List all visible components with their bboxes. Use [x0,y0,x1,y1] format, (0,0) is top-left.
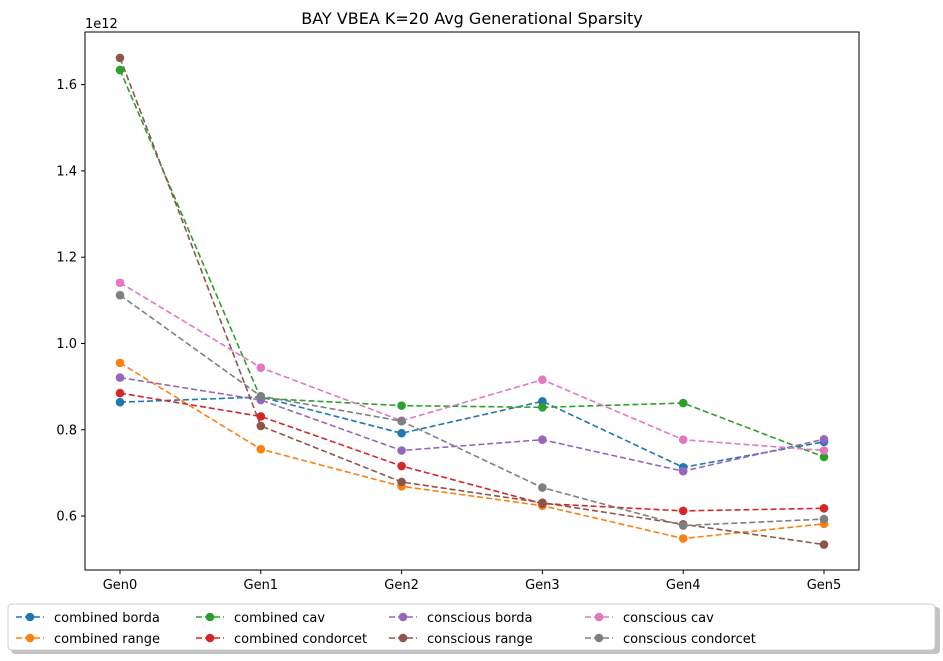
chart-title: BAY VBEA K=20 Avg Generational Sparsity [301,9,642,28]
data-point-conscious-borda [819,434,829,444]
data-point-combined-borda [115,397,125,407]
series-line-conscious-borda [119,376,825,473]
data-point-combined-condorcet [115,388,125,398]
data-point-conscious-cav [819,446,829,455]
data-point-conscious-range [256,421,266,431]
data-point-conscious-borda [678,466,688,476]
legend-marker-conscious-range [398,633,408,643]
x-tick-label: Gen2 [384,578,419,593]
data-point-combined-cav [115,65,125,75]
y-tick-label: 0.6 [56,510,77,525]
series-line-combined-cav [119,69,825,458]
data-point-conscious-condorcet [115,290,125,300]
plot-frame [84,31,860,571]
legend-marker-conscious-condorcet [594,633,604,643]
data-point-conscious-cav [115,278,125,287]
x-tick-label: Gen0 [103,578,138,593]
data-point-conscious-cav [256,363,266,372]
y-tick-label: 1.0 [56,337,77,352]
data-point-combined-borda [538,397,547,406]
legend-label-conscious-range: conscious range [427,632,533,647]
legend-label-conscious-cav: conscious cav [623,611,714,626]
data-point-combined-condorcet [819,504,829,513]
data-point-conscious-condorcet [819,514,829,524]
data-point-conscious-condorcet [538,483,547,492]
legend-marker-combined-cav [205,612,215,622]
y-tick-label: 1.2 [56,251,77,266]
data-point-combined-cav [538,403,547,412]
legend-marker-conscious-borda [398,612,408,622]
data-point-conscious-borda [538,435,547,445]
data-point-combined-cav [678,398,688,408]
series-markers [115,53,829,549]
x-tick-label: Gen1 [244,578,279,593]
series-lines [119,57,825,546]
y-tick-label: 0.8 [56,423,77,438]
data-point-conscious-range [819,540,829,549]
data-point-conscious-condorcet [678,521,688,530]
legend-label-combined-range: combined range [54,632,160,647]
data-point-combined-condorcet [256,412,266,421]
data-point-combined-condorcet [678,506,688,516]
data-point-conscious-range [115,53,125,63]
x-tick-label: Gen4 [666,578,701,593]
y-tick-label: 1.4 [56,164,77,179]
legend-marker-combined-borda [25,612,35,622]
y-axis-scale-label: 1e12 [85,17,118,32]
data-point-conscious-condorcet [397,416,406,426]
series-line-conscious-condorcet [119,294,825,527]
data-point-conscious-range [538,498,547,507]
y-tick-label: 1.6 [56,78,77,93]
axes: Gen0 Gen1 Gen2 Gen3 Gen4 Gen5 0.6 0.8 1.0 1.2 1.4 1… [56,31,860,593]
legend-marker-combined-condorcet [205,633,215,643]
series-line-combined-condorcet [119,392,825,512]
data-point-combined-range [115,358,125,368]
data-point-combined-cav [819,452,829,462]
legend-label-combined-cav: combined cav [234,611,325,626]
data-point-combined-condorcet [397,461,406,471]
series-line-combined-borda [119,396,825,469]
series-line-combined-range [119,362,825,540]
data-point-conscious-borda [397,446,406,455]
data-point-conscious-cav [678,435,688,445]
data-point-conscious-borda [115,373,125,382]
legend-label-combined-borda: combined borda [54,611,160,626]
data-point-conscious-condorcet [256,391,266,401]
x-tick-label: Gen3 [525,578,560,593]
data-point-combined-range [256,444,266,454]
series-line-conscious-range [119,57,825,546]
data-point-combined-cav [397,401,406,410]
data-point-conscious-range [397,477,406,487]
x-tick-label: Gen5 [807,578,842,593]
legend-marker-conscious-cav [594,612,604,622]
data-point-conscious-cav [538,375,547,385]
data-point-combined-borda [397,428,406,438]
series-line-conscious-cav [119,281,825,452]
legend-box [7,603,936,651]
legend: combined borda combined range combined cav… [7,603,940,654]
data-point-combined-range [678,534,688,543]
legend-label-conscious-borda: conscious borda [427,611,533,626]
legend-label-combined-condorcet: combined condorcet [234,632,367,647]
legend-marker-combined-range [25,633,35,643]
legend-label-conscious-condorcet: conscious condorcet [623,632,756,647]
